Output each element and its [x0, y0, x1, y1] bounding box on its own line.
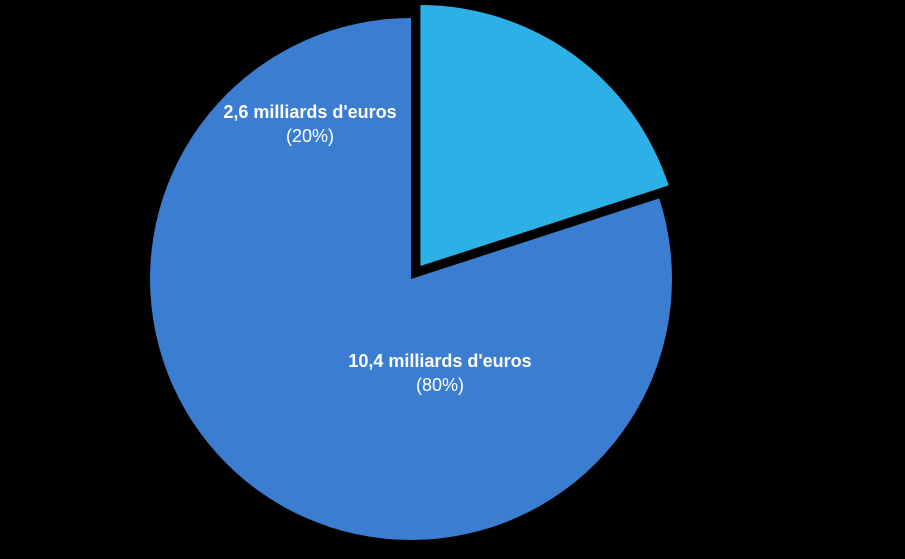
- pie-chart-container: 2,6 milliards d'euros (20%) 10,4 milliards…: [0, 0, 905, 559]
- slice-label-pct-small: (20%): [286, 126, 334, 146]
- slice-label-bold-small: 2,6 milliards d'euros: [223, 102, 396, 122]
- slice-label-pct-large: (80%): [416, 375, 464, 395]
- slice-label-bold-large: 10,4 milliards d'euros: [348, 351, 531, 371]
- pie-chart: 2,6 milliards d'euros (20%) 10,4 milliards…: [0, 0, 905, 559]
